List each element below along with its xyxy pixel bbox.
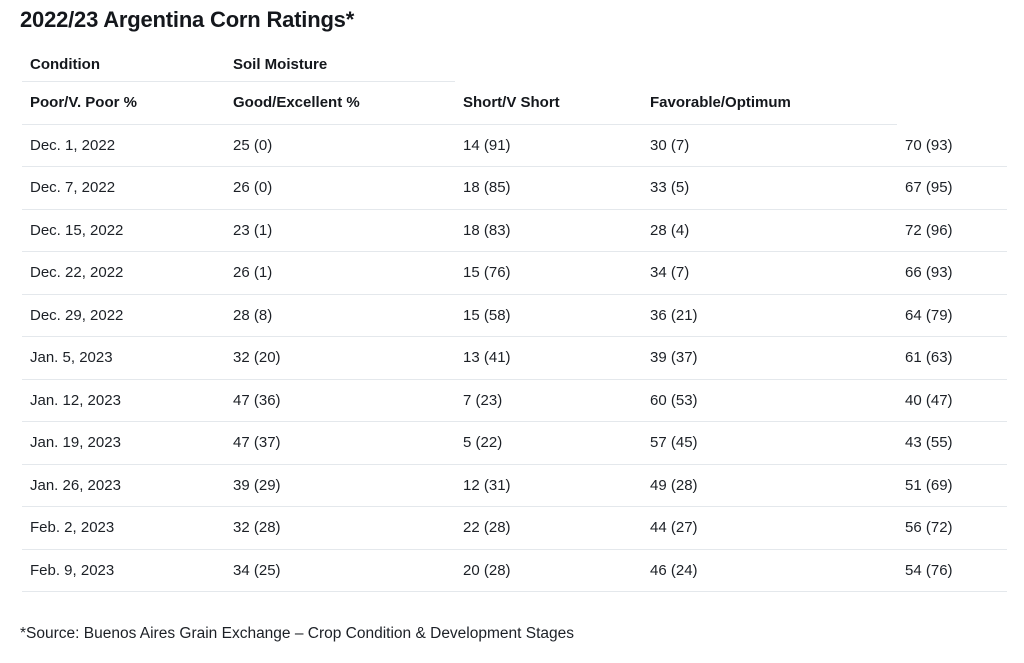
date-cell: Jan. 12, 2023: [22, 379, 225, 422]
value-cell: 20 (28): [455, 549, 642, 592]
value-cell: 44 (27): [642, 506, 897, 550]
value-cell: 60 (53): [642, 379, 897, 422]
value-cell: 15 (58): [455, 294, 642, 337]
value-cell: 34 (25): [225, 549, 455, 592]
date-cell: Dec. 1, 2022: [22, 124, 225, 167]
value-cell: 54 (76): [897, 549, 1007, 592]
table-body: Dec. 1, 2022 25 (0) 14 (91) 30 (7) 70 (93) De…: [22, 124, 1007, 592]
value-cell: 15 (76): [455, 251, 642, 295]
column-header-good-excellent: Good/Excellent %: [225, 81, 455, 125]
value-cell: 25 (0): [225, 124, 455, 167]
value-cell: 70 (93): [897, 124, 1007, 167]
value-cell: 23 (1): [225, 209, 455, 252]
group-header-condition: Condition: [22, 48, 225, 82]
date-cell: Dec. 15, 2022: [22, 209, 225, 252]
value-cell: 18 (83): [455, 209, 642, 252]
table-row: Feb. 2, 2023 32 (28) 22 (28) 44 (27) 56 (72): [22, 506, 1007, 550]
table-row: Feb. 9, 2023 34 (25) 20 (28) 46 (24) 54 (76): [22, 549, 1007, 592]
value-cell: 28 (4): [642, 209, 897, 252]
value-cell: 26 (1): [225, 251, 455, 295]
value-cell: 43 (55): [897, 421, 1007, 465]
value-cell: 33 (5): [642, 166, 897, 210]
value-cell: 66 (93): [897, 251, 1007, 295]
value-cell: 14 (91): [455, 124, 642, 167]
group-header-soil-moisture: Soil Moisture: [225, 48, 455, 82]
value-cell: 26 (0): [225, 166, 455, 210]
value-cell: 49 (28): [642, 464, 897, 507]
value-cell: 51 (69): [897, 464, 1007, 507]
value-cell: 32 (20): [225, 336, 455, 380]
header-spacer-cell: [897, 81, 1007, 124]
value-cell: 67 (95): [897, 166, 1007, 210]
date-cell: Jan. 5, 2023: [22, 336, 225, 380]
table-row: Jan. 26, 2023 39 (29) 12 (31) 49 (28) 51 (69…: [22, 464, 1007, 507]
column-header-poor-vpoor: Poor/V. Poor %: [22, 81, 225, 125]
table-row: Dec. 22, 2022 26 (1) 15 (76) 34 (7) 66 (93): [22, 251, 1007, 295]
value-cell: 30 (7): [642, 124, 897, 167]
table-row: Jan. 5, 2023 32 (20) 13 (41) 39 (37) 61 (63): [22, 336, 1007, 380]
table-row: Dec. 1, 2022 25 (0) 14 (91) 30 (7) 70 (93): [22, 124, 1007, 167]
value-cell: 22 (28): [455, 506, 642, 550]
value-cell: 39 (37): [642, 336, 897, 380]
value-cell: 13 (41): [455, 336, 642, 380]
table-header: Condition Soil Moisture Poor/V. Poor % G…: [22, 48, 1007, 125]
date-cell: Feb. 2, 2023: [22, 506, 225, 550]
column-header-row: Poor/V. Poor % Good/Excellent % Short/V …: [22, 81, 1007, 125]
value-cell: 5 (22): [455, 421, 642, 465]
value-cell: 39 (29): [225, 464, 455, 507]
value-cell: 32 (28): [225, 506, 455, 550]
value-cell: 72 (96): [897, 209, 1007, 252]
date-cell: Jan. 26, 2023: [22, 464, 225, 507]
date-cell: Dec. 29, 2022: [22, 294, 225, 337]
header-spacer-cell: [455, 48, 642, 81]
table-row: Dec. 29, 2022 28 (8) 15 (58) 36 (21) 64 (79): [22, 294, 1007, 337]
table-row: Dec. 15, 2022 23 (1) 18 (83) 28 (4) 72 (96): [22, 209, 1007, 252]
value-cell: 7 (23): [455, 379, 642, 422]
value-cell: 18 (85): [455, 166, 642, 210]
date-cell: Feb. 9, 2023: [22, 549, 225, 592]
value-cell: 46 (24): [642, 549, 897, 592]
page-title: 2022/23 Argentina Corn Ratings*: [20, 7, 355, 32]
table-row: Jan. 12, 2023 47 (36) 7 (23) 60 (53) 40 (47): [22, 379, 1007, 422]
date-cell: Dec. 7, 2022: [22, 166, 225, 210]
column-header-short-vshort: Short/V Short: [455, 81, 642, 125]
date-cell: Dec. 22, 2022: [22, 251, 225, 295]
group-header-row: Condition Soil Moisture: [22, 48, 1007, 82]
value-cell: 34 (7): [642, 251, 897, 295]
value-cell: 56 (72): [897, 506, 1007, 550]
value-cell: 61 (63): [897, 336, 1007, 380]
value-cell: 36 (21): [642, 294, 897, 337]
table-row: Jan. 19, 2023 47 (37) 5 (22) 57 (45) 43 (55): [22, 421, 1007, 465]
value-cell: 12 (31): [455, 464, 642, 507]
value-cell: 28 (8): [225, 294, 455, 337]
value-cell: 57 (45): [642, 421, 897, 465]
column-header-favorable-optimum: Favorable/Optimum: [642, 81, 897, 125]
source-footnote: *Source: Buenos Aires Grain Exchange – C…: [20, 625, 575, 642]
table-row: Dec. 7, 2022 26 (0) 18 (85) 33 (5) 67 (95): [22, 166, 1007, 210]
header-spacer-cell: [897, 48, 1007, 81]
value-cell: 47 (36): [225, 379, 455, 422]
corn-ratings-table: Condition Soil Moisture Poor/V. Poor % G…: [22, 48, 1007, 592]
value-cell: 40 (47): [897, 379, 1007, 422]
value-cell: 47 (37): [225, 421, 455, 465]
date-cell: Jan. 19, 2023: [22, 421, 225, 465]
header-spacer-cell: [642, 48, 897, 81]
value-cell: 64 (79): [897, 294, 1007, 337]
